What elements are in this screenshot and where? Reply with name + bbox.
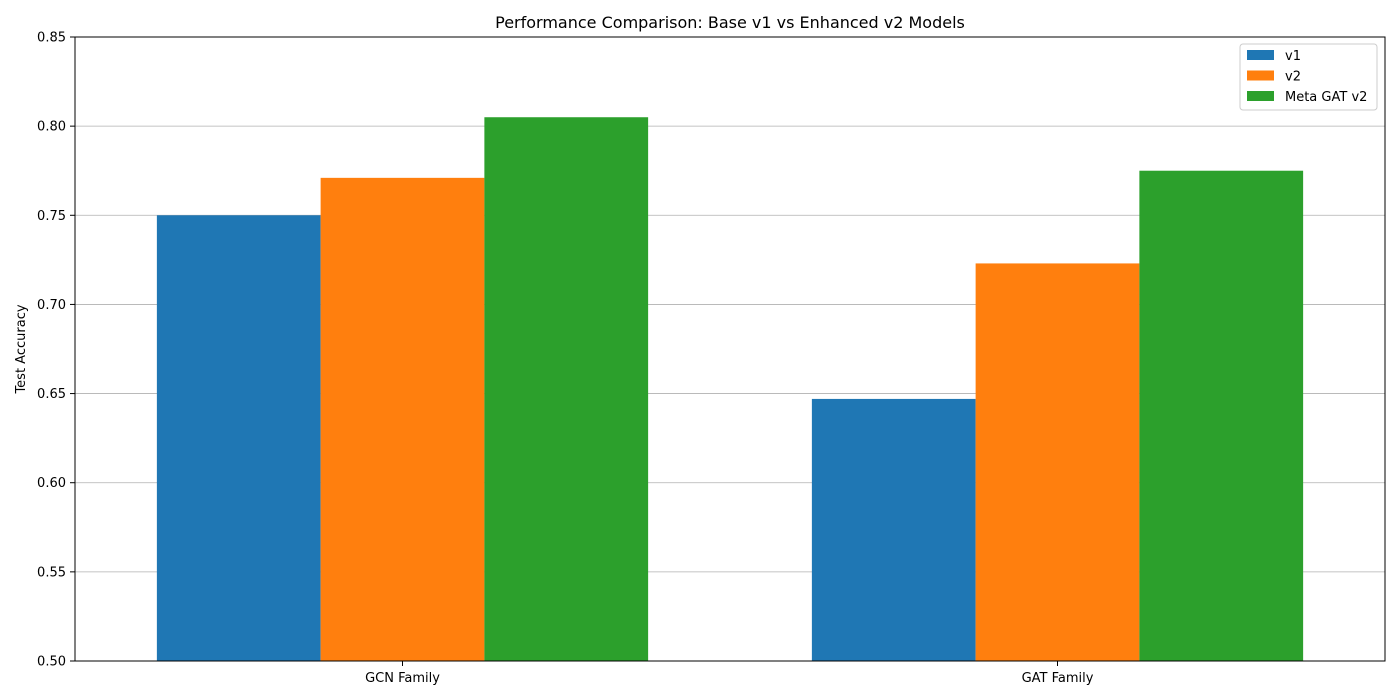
legend-swatch bbox=[1247, 70, 1274, 81]
y-tick-label: 0.85 bbox=[37, 31, 66, 46]
y-tick-label: 0.50 bbox=[37, 655, 66, 670]
legend-label: v1 bbox=[1285, 49, 1301, 64]
x-tick-label: GCN Family bbox=[365, 671, 440, 686]
bar-v2 bbox=[320, 177, 485, 662]
x-axis-ticks: GCN Family GAT Family bbox=[365, 661, 1094, 686]
bars bbox=[156, 117, 1304, 662]
x-tick-label: GAT Family bbox=[1022, 671, 1094, 686]
legend-frame bbox=[1239, 43, 1378, 111]
legend-label: v2 bbox=[1285, 70, 1301, 85]
bar-v1 bbox=[156, 215, 321, 662]
chart-title: Performance Comparison: Base v1 vs Enhan… bbox=[495, 13, 965, 32]
bar-meta-gat-v2 bbox=[1139, 170, 1304, 661]
bar-meta-gat-v2 bbox=[484, 117, 649, 661]
legend: v1 v2 Meta GAT v2 bbox=[1239, 43, 1378, 111]
legend-swatch bbox=[1247, 91, 1274, 101]
legend-swatch bbox=[1247, 50, 1274, 60]
y-tick-label: 0.55 bbox=[37, 565, 66, 580]
bar-v2 bbox=[975, 263, 1140, 661]
y-tick-label: 0.60 bbox=[37, 476, 66, 491]
plot-frame bbox=[74, 36, 1386, 662]
y-axis-ticks: 0.50 0.55 0.60 0.65 0.70 0.75 0.80 0.85 bbox=[37, 31, 75, 670]
y-axis-label: Test Accuracy bbox=[14, 304, 29, 394]
y-tick-label: 0.75 bbox=[37, 209, 66, 224]
y-tick-label: 0.70 bbox=[37, 298, 66, 313]
y-tick-label: 0.65 bbox=[37, 387, 66, 402]
y-tick-label: 0.80 bbox=[37, 120, 66, 135]
bar-v1 bbox=[811, 398, 976, 661]
legend-label: Meta GAT v2 bbox=[1285, 90, 1367, 105]
